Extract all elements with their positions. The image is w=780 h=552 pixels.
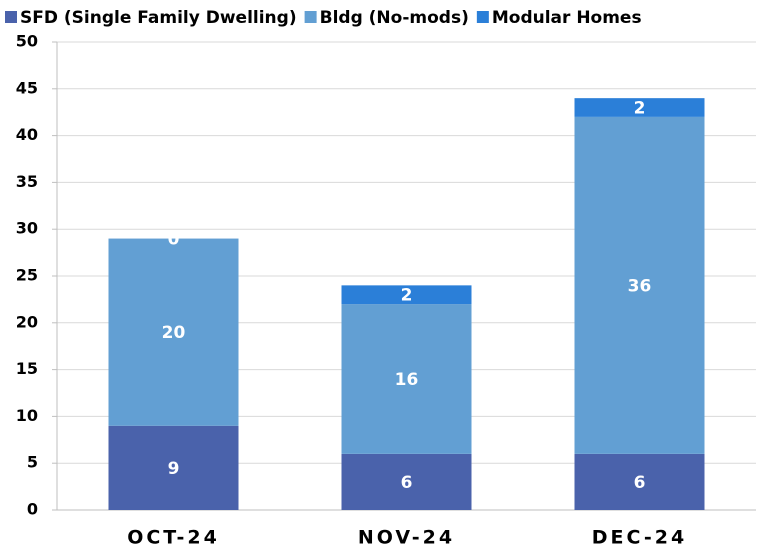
data-label: 6	[401, 473, 413, 493]
x-tick-label: DEC-24	[592, 527, 687, 549]
x-tick-label: OCT-24	[127, 527, 220, 549]
bar-segment	[341, 285, 472, 305]
data-label: 2	[401, 286, 413, 306]
bar-segment	[341, 453, 472, 510]
y-tick-label: 35	[16, 172, 38, 191]
y-tick-label: 5	[27, 453, 38, 472]
data-label: 0	[168, 230, 180, 250]
y-tick-label: 50	[16, 32, 38, 51]
data-label: 20	[162, 323, 186, 343]
bar-segment	[108, 425, 239, 510]
bar-segment	[574, 453, 705, 510]
legend-swatch	[304, 11, 317, 23]
y-tick-label: 45	[16, 78, 38, 97]
legend-swatch	[476, 11, 489, 23]
legend-label: Bldg (No-mods)	[320, 8, 469, 28]
y-tick-label: 25	[16, 266, 38, 285]
bar-segment	[341, 304, 472, 454]
y-tick-label: 0	[27, 500, 38, 519]
data-label: 6	[634, 473, 646, 493]
y-tick-label: 20	[16, 312, 38, 331]
legend-swatch	[5, 11, 17, 23]
bar-segment	[574, 98, 705, 117]
data-label: 36	[628, 276, 652, 296]
data-label: 16	[395, 370, 419, 390]
x-tick-label: NOV-24	[358, 527, 455, 549]
data-label: 2	[634, 99, 646, 119]
y-tick-label: 15	[16, 359, 38, 378]
data-label: 9	[168, 459, 180, 479]
bar-segment	[108, 238, 239, 426]
legend-label: SFD (Single Family Dwelling)	[20, 8, 297, 28]
legend-label: Modular Homes	[492, 8, 642, 28]
y-tick-label: 10	[16, 406, 38, 425]
y-tick-label: 30	[16, 219, 38, 238]
y-tick-label: 40	[16, 125, 38, 144]
bar-segment	[574, 116, 705, 454]
